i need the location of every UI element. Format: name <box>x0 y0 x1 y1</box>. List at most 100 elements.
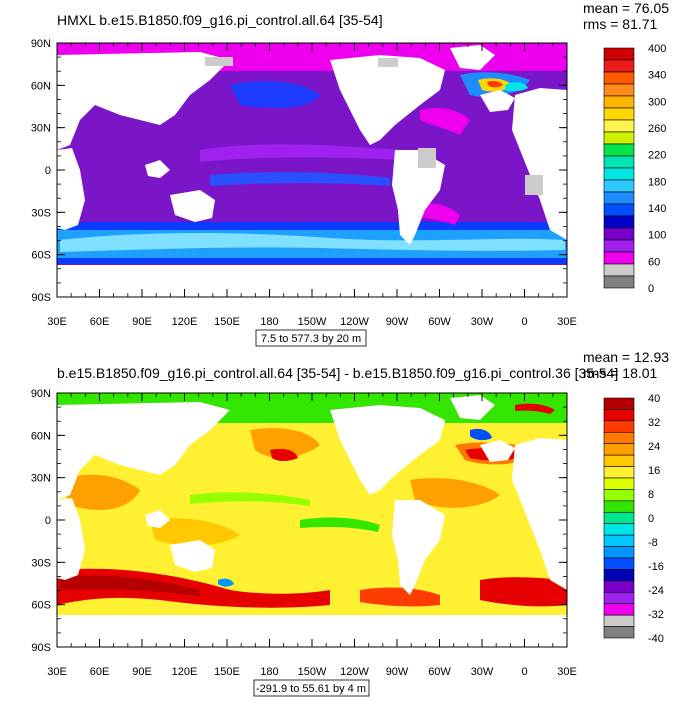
lon-label: 30E <box>47 666 67 678</box>
sea-ice <box>205 57 543 195</box>
mean-stat: mean = 76.05 <box>583 0 669 16</box>
colorbar: 400 340 300 260 220 180 140 100 60 0 <box>603 43 666 295</box>
colorbar-swatch <box>603 215 635 229</box>
lon-label: 60E <box>90 316 110 328</box>
lat-label: 90S <box>31 292 51 304</box>
colorbar-label: -16 <box>648 561 664 573</box>
range-text: 7.5 to 577.3 by 20 m <box>261 333 361 345</box>
colorbar-label: -40 <box>648 633 664 645</box>
colorbar-swatch <box>603 263 635 277</box>
colorbar-label: 32 <box>648 417 660 429</box>
colorbar-swatch <box>603 251 635 265</box>
colorbar-swatch <box>603 59 635 73</box>
lon-label: 30E <box>47 316 67 328</box>
colorbar-label: 0 <box>648 283 654 295</box>
colorbar-swatch <box>603 227 635 241</box>
lon-label: 120W <box>340 316 369 328</box>
colorbar-label: 300 <box>648 96 666 108</box>
panel-title: HMXL b.e15.B1850.f09_g16.pi_control.all.… <box>57 12 383 28</box>
lat-label: 60N <box>31 430 51 442</box>
range-box: 7.5 to 577.3 by 20 m <box>255 329 367 347</box>
lon-label: 30W <box>471 316 494 328</box>
colorbar-swatch <box>603 431 635 445</box>
lon-label: 90W <box>386 666 409 678</box>
colorbar-label: 400 <box>648 43 666 55</box>
colorbar-swatch <box>603 95 635 109</box>
colorbar-label: 24 <box>648 441 660 453</box>
colorbar-swatch <box>603 591 635 605</box>
colorbar-label: -32 <box>648 609 664 621</box>
lon-label: 150E <box>214 316 240 328</box>
colorbar-swatch <box>603 155 635 169</box>
colorbar-swatch <box>603 191 635 205</box>
lat-label: 30S <box>31 207 51 219</box>
lat-labels: 90N 60N 30N 0 30S 60S 90S <box>31 388 51 654</box>
lon-label: 150E <box>214 666 240 678</box>
lat-label: 60S <box>31 250 51 262</box>
lat-label: 90N <box>31 388 51 400</box>
colorbar-swatch <box>603 477 635 490</box>
colorbar-swatch <box>603 546 635 559</box>
range-text: -291.9 to 55.61 by 4 m <box>256 683 366 695</box>
colorbar-swatch <box>603 500 635 513</box>
lon-label: 120W <box>340 666 369 678</box>
lat-label: 30N <box>31 473 51 485</box>
colorbar-label: 16 <box>648 465 660 477</box>
colorbar-label: 40 <box>648 393 660 405</box>
lon-label: 60W <box>428 316 451 328</box>
colorbar-swatch <box>603 143 635 157</box>
colorbar-swatch <box>603 179 635 193</box>
colorbar-swatch <box>603 203 635 217</box>
lon-label: 90E <box>132 666 152 678</box>
colorbar-swatch <box>603 454 635 467</box>
axis-ticks <box>56 392 568 648</box>
colorbar-swatch <box>603 47 635 61</box>
colorbar-swatch <box>603 443 635 456</box>
range-box: -291.9 to 55.61 by 4 m <box>253 679 370 697</box>
colorbar-swatch <box>603 420 635 433</box>
colorbar: 40 32 24 16 8 0 -8 -16 -24 -32 -40 <box>603 393 664 645</box>
colorbar-swatch <box>603 239 635 253</box>
colorbar-swatch <box>603 275 635 289</box>
lon-label: 180 <box>260 316 278 328</box>
colorbar-swatch <box>603 466 635 479</box>
lat-label: 0 <box>45 165 51 177</box>
colorbar-swatch <box>603 603 635 616</box>
colorbar-label: 0 <box>648 513 654 525</box>
lat-label: 60N <box>31 80 51 92</box>
colorbar-label: 260 <box>648 123 666 135</box>
panel-top: HMXL b.e15.B1850.f09_g16.pi_control.all.… <box>31 0 669 347</box>
colorbar-swatch <box>603 83 635 97</box>
colorbar-label: 8 <box>648 489 654 501</box>
mean-stat: mean = 12.93 <box>583 349 669 365</box>
colorbar-swatch <box>603 511 635 525</box>
lat-label: 30N <box>31 123 51 135</box>
lon-label: 0 <box>521 316 527 328</box>
lat-label: 30S <box>31 557 51 569</box>
lon-label: 120E <box>172 316 198 328</box>
colorbar-swatch <box>603 614 635 627</box>
lon-label: 120E <box>172 666 198 678</box>
colorbar-swatch <box>603 534 635 547</box>
colorbar-swatch <box>603 580 635 593</box>
colorbar-label: 60 <box>648 256 660 268</box>
colorbar-label: 180 <box>648 176 666 188</box>
colorbar-swatch <box>603 523 635 536</box>
colorbar-swatch <box>603 557 635 570</box>
lon-labels: 30E 60E 90E 120E 150E 180 150W 120W 90W 60W 30W 0 30… <box>47 666 577 678</box>
lon-label: 150W <box>298 666 327 678</box>
colorbar-swatch <box>603 409 635 422</box>
colorbar-label: 140 <box>648 203 666 215</box>
colorbar-swatch <box>603 167 635 181</box>
panel-title: b.e15.B1850.f09_g16.pi_control.all.64 [3… <box>57 365 618 381</box>
lat-label: 90S <box>31 642 51 654</box>
colorbar-label: 100 <box>648 230 666 242</box>
axis-ticks <box>56 42 568 298</box>
lon-label: 90W <box>386 316 409 328</box>
lon-label: 60E <box>90 666 110 678</box>
lon-label: 180 <box>260 666 278 678</box>
colorbar-swatch <box>603 119 635 133</box>
lon-label: 0 <box>521 666 527 678</box>
rms-stat: rms = 81.71 <box>583 16 658 32</box>
